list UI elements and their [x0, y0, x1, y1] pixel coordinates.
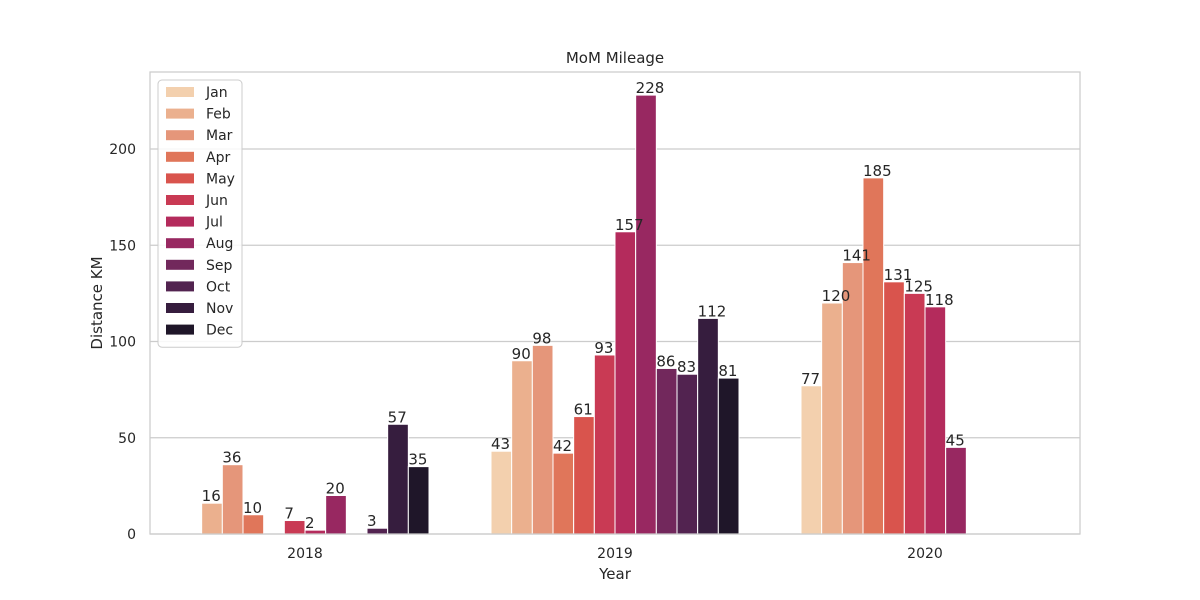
- x-axis-ticks: 2018 2019 2020: [287, 546, 943, 562]
- bar: [511, 360, 533, 535]
- bar: [593, 354, 616, 535]
- bar-value-label: 43: [491, 435, 510, 453]
- legend-label: Nov: [206, 301, 233, 317]
- bar-value-label: 81: [718, 362, 737, 380]
- bar: [800, 385, 823, 535]
- bar-value-label: 20: [326, 480, 345, 498]
- legend-swatch: [166, 195, 194, 205]
- y-tick-label: 0: [127, 527, 136, 543]
- legend-label: Dec: [206, 323, 233, 339]
- legend-swatch: [166, 87, 194, 97]
- bar-value-label: 45: [946, 431, 965, 449]
- bar-value-label: 16: [202, 487, 221, 505]
- legend-label: May: [206, 171, 235, 187]
- y-axis-ticks: 0 50 100 150 200: [109, 142, 136, 543]
- legend-label: Sep: [206, 258, 233, 274]
- plot-frame: [149, 71, 1081, 535]
- bar: [883, 281, 905, 535]
- y-tick-label: 200: [109, 142, 136, 158]
- bar: [614, 231, 637, 535]
- bar: [242, 514, 265, 535]
- bar: [552, 452, 575, 535]
- bar: [655, 367, 678, 535]
- legend-swatch: [166, 324, 194, 335]
- bar-value-label: 57: [388, 408, 407, 426]
- legend-swatch: [166, 108, 194, 119]
- legend-swatch: [166, 259, 194, 270]
- legend-label: Jan: [205, 85, 228, 101]
- chart-title: MoM Mileage: [566, 49, 664, 67]
- bar-value-label: 98: [532, 329, 551, 347]
- bar: [945, 446, 967, 535]
- bar-value-label: 157: [615, 216, 644, 234]
- bar-value-label: 61: [574, 401, 593, 419]
- x-tick-label: 2019: [597, 546, 633, 562]
- bar: [283, 520, 306, 535]
- legend-swatch: [166, 173, 194, 184]
- bar-value-label: 112: [698, 302, 727, 320]
- bar: [407, 466, 430, 535]
- legend-label: Jun: [205, 193, 228, 209]
- bar: [862, 177, 885, 535]
- bar-value-label: 90: [512, 345, 531, 363]
- bar-value-label: 3: [367, 512, 377, 530]
- bar: [531, 344, 554, 535]
- bar-value-label: 185: [863, 162, 892, 180]
- x-tick-label: 2018: [287, 546, 323, 562]
- bar-value-label: 2: [305, 514, 315, 532]
- legend-swatch: [166, 281, 194, 292]
- bar: [221, 464, 244, 535]
- x-tick-label: 2020: [907, 546, 943, 562]
- bar-labels: 43 77 16 90 120 36 98 141 10 42 185 61 131 7 93 125 2 157…: [202, 79, 965, 532]
- bar: [924, 306, 947, 535]
- bar: [387, 423, 409, 535]
- bar: [325, 495, 347, 535]
- bar-value-label: 93: [594, 339, 613, 357]
- bar: [201, 502, 223, 535]
- bars: [201, 94, 967, 535]
- y-tick-label: 100: [109, 335, 136, 351]
- legend-label: Feb: [206, 107, 231, 123]
- legend-label: Mar: [206, 128, 233, 144]
- legend-swatch: [166, 130, 194, 141]
- legend-swatch: [166, 216, 194, 227]
- y-tick-label: 50: [118, 431, 136, 447]
- bar: [903, 292, 926, 535]
- bar-value-label: 141: [842, 247, 871, 265]
- bar-value-label: 77: [801, 370, 820, 388]
- bar: [821, 302, 843, 535]
- bar-value-label: 131: [884, 266, 913, 284]
- legend-frame: [157, 79, 243, 348]
- legend: Jan Feb Mar Apr May Jun Jul Aug Sep Oct Nov Dec: [157, 79, 243, 348]
- legend-label: Jul: [205, 215, 223, 231]
- bar-value-label: 42: [553, 437, 572, 455]
- bar-value-label: 36: [222, 449, 241, 467]
- x-axis-title: Year: [598, 565, 632, 583]
- bar-value-label: 83: [677, 358, 696, 376]
- bar-value-label: 228: [636, 79, 665, 97]
- bar: [573, 416, 595, 535]
- legend-swatch: [166, 303, 194, 313]
- bar-value-label: 118: [925, 291, 954, 309]
- bar: [635, 94, 657, 535]
- legend-label: Oct: [206, 279, 231, 295]
- legend-label: Apr: [206, 150, 230, 166]
- bar-value-label: 7: [284, 505, 294, 523]
- y-tick-label: 150: [109, 238, 136, 254]
- bar: [490, 450, 513, 535]
- bar-value-label: 86: [656, 352, 675, 370]
- bar: [676, 373, 699, 535]
- bar-value-label: 120: [822, 287, 851, 305]
- legend-label: Aug: [206, 236, 233, 252]
- bar-value-label: 125: [904, 277, 933, 295]
- bar: [717, 377, 740, 535]
- legend-swatch: [166, 238, 194, 249]
- legend-swatch: [166, 151, 194, 162]
- bar-value-label: 35: [408, 451, 427, 469]
- bar-value-label: 10: [243, 499, 262, 517]
- bar: [697, 317, 719, 535]
- y-axis-title: Distance KM: [88, 256, 106, 349]
